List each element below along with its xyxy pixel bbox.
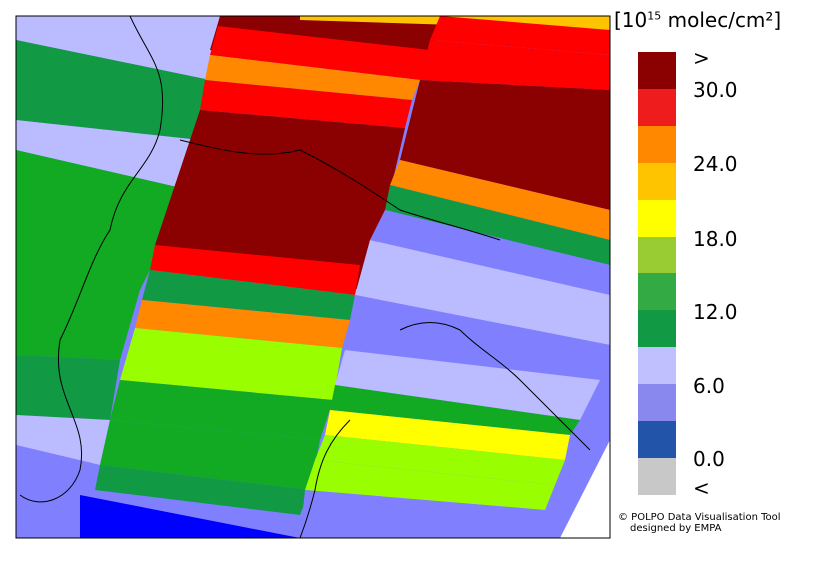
legend-label-6: 6.0 <box>693 374 725 398</box>
legend-unit: [1015 molec/cm²] <box>614 8 782 32</box>
legend-swatch <box>638 125 676 163</box>
legend-label-above: > <box>693 46 710 70</box>
satellite-swath-strips <box>16 16 610 538</box>
legend-swatch <box>638 199 676 237</box>
map-frame <box>15 15 611 539</box>
legend-swatch <box>638 162 676 200</box>
legend-swatch <box>638 273 676 311</box>
legend-swatch <box>638 88 676 126</box>
legend-swatch <box>638 347 676 385</box>
legend-swatch <box>638 384 676 422</box>
legend-label-below: < <box>693 476 710 500</box>
legend-swatch <box>638 457 676 495</box>
legend-label-12: 12.0 <box>693 300 738 324</box>
legend-swatch <box>638 236 676 274</box>
legend-label-30: 30.0 <box>693 78 738 102</box>
legend-label-24: 24.0 <box>693 152 738 176</box>
legend-label-18: 18.0 <box>693 227 738 251</box>
legend-swatch <box>638 52 676 89</box>
legend-swatch <box>638 310 676 348</box>
legend-swatch <box>638 421 676 458</box>
credit-line-1: © POLPO Data Visualisation Tool <box>618 512 781 523</box>
legend-label-0: 0.0 <box>693 447 725 471</box>
credit-line-2: designed by EMPA <box>630 523 722 534</box>
